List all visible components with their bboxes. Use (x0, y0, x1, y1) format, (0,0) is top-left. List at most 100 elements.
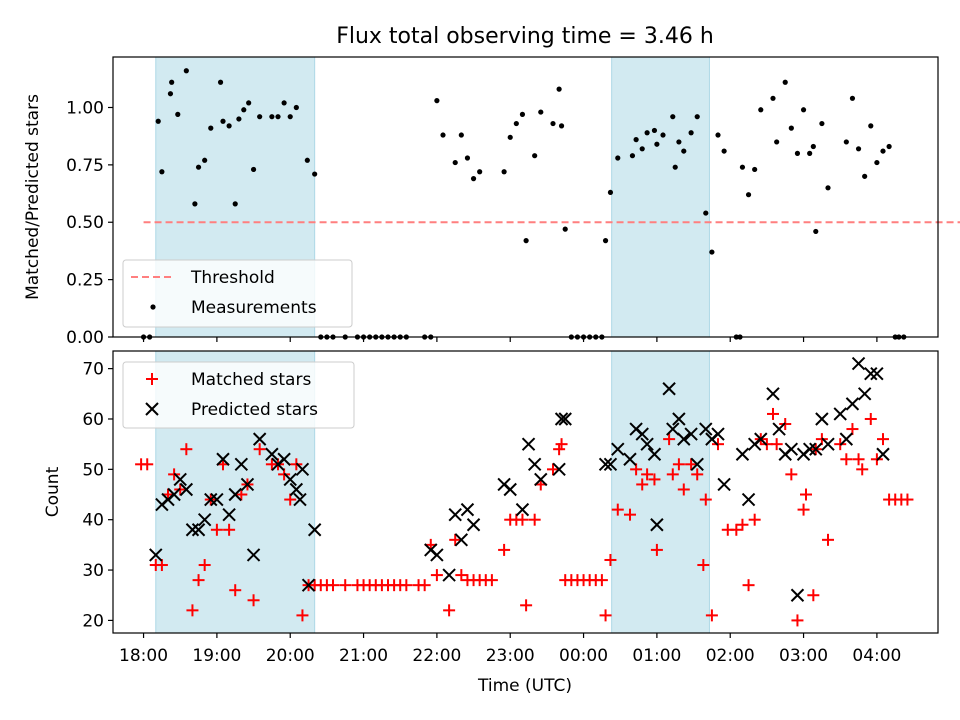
predicted-star-point (277, 452, 291, 466)
count-x-tick-label: 23:00 (486, 646, 535, 666)
predicted-star-point (527, 457, 542, 472)
count-x-axis-label: Time (UTC) (477, 676, 572, 696)
matched-star-point (800, 488, 812, 501)
measurement-point (849, 95, 856, 101)
measurement-point (523, 238, 529, 244)
matched-star-point (877, 433, 889, 446)
measurement-point (868, 123, 874, 129)
predicted-star-point (448, 507, 462, 522)
predicted-legend-label: Predicted stars (191, 400, 318, 420)
measurement-point (257, 114, 263, 120)
measurement-point (464, 155, 471, 161)
predicted-star-point (635, 427, 649, 441)
measurement-point (681, 148, 687, 154)
matched-star-point (864, 412, 877, 425)
predicted-star-point (598, 457, 613, 472)
measurement-point (241, 107, 247, 113)
predicted-star-point (839, 432, 854, 446)
ratio-y-tick-label: 0.00 (66, 328, 104, 348)
matched-star-point (785, 468, 798, 481)
predicted-star-point (717, 477, 731, 492)
matched-star-point (730, 523, 743, 536)
predicted-star-point (623, 452, 637, 466)
measurement-point (843, 139, 849, 145)
measurement-point (670, 114, 676, 120)
measurement-point (758, 107, 764, 113)
predicted-star-point (640, 437, 654, 451)
matched-star-point (210, 523, 223, 536)
measurement-point (281, 100, 287, 106)
count-x-tick-label: 21:00 (339, 646, 388, 666)
matched-star-point (742, 579, 755, 592)
count-y-axis-label: Count (43, 466, 63, 517)
measurement-point (293, 104, 299, 111)
measurement-point (774, 139, 780, 145)
measurement-point (855, 146, 862, 152)
predicted-star-point (790, 588, 805, 602)
predicted-star-point (711, 427, 725, 441)
predicted-star-point (647, 447, 662, 461)
matched-star-point (400, 579, 413, 592)
predicted-star-point (809, 442, 823, 456)
count-y-tick-label: 20 (82, 611, 104, 631)
matched-star-point (498, 543, 511, 556)
predicted-star-point (603, 457, 618, 472)
measurement-point (538, 109, 544, 115)
measurement-point (709, 249, 715, 255)
matched-star-point (672, 458, 685, 471)
measurement-point (745, 192, 752, 198)
predicted-star-point (289, 482, 304, 497)
chart-title: Flux total observing time = 3.46 h (336, 24, 714, 49)
measurement-point (208, 125, 214, 131)
measurement-point (167, 91, 174, 97)
matched-star-point (449, 533, 462, 546)
matched-star-point (430, 569, 443, 582)
matched-star-point (691, 468, 704, 481)
measurement-point (202, 157, 208, 163)
predicted-star-point (265, 447, 279, 461)
predicted-star-point (307, 523, 322, 537)
measurement-point (676, 139, 682, 145)
measurement-point (155, 118, 161, 124)
predicted-star-point (851, 356, 866, 371)
ratio-legend-box (122, 259, 353, 328)
measurement-point (672, 164, 678, 170)
measurement-point (532, 153, 538, 159)
matched-star-point (767, 407, 779, 420)
predicted-star-point (611, 442, 625, 456)
measurement-point (874, 159, 880, 166)
measurement-point (654, 141, 660, 147)
predicted-star-point (521, 437, 536, 451)
matched-star-point (797, 503, 810, 516)
measurement-point (458, 132, 464, 138)
predicted-star-point (870, 366, 884, 381)
matched-star-point (852, 453, 865, 466)
measurement-point (236, 116, 242, 122)
measurement-point (752, 166, 758, 173)
measurement-point (800, 107, 807, 113)
matched-star-point (705, 609, 718, 622)
matched-star-point (748, 513, 761, 526)
count-y-tick-label: 30 (82, 561, 104, 581)
measurement-point (807, 150, 813, 156)
predicted-legend-swatch (145, 402, 159, 416)
measurement-point (232, 201, 238, 207)
predicted-star-point (454, 533, 469, 547)
matched-star-point (856, 463, 869, 476)
predicted-star-point (240, 477, 255, 492)
predicted-star-point (772, 422, 786, 436)
matched-star-point (186, 604, 199, 617)
matched-star-point (641, 468, 654, 481)
matched-star-point (253, 443, 266, 456)
predicted-star-point (210, 492, 224, 507)
predicted-star-point (857, 387, 872, 401)
matched-star-point (455, 569, 468, 582)
count-x-tick-label: 03:00 (779, 646, 828, 666)
measurement-point (452, 159, 458, 166)
ratio-panel: 0.00 0.25 0.50 0.75 1.00 Matched/Predicted s… (23, 56, 960, 348)
predicted-star-point (430, 548, 444, 562)
measurement-point (440, 132, 446, 138)
predicted-star-point (252, 432, 267, 446)
count-x-tick-label: 01:00 (632, 646, 681, 666)
